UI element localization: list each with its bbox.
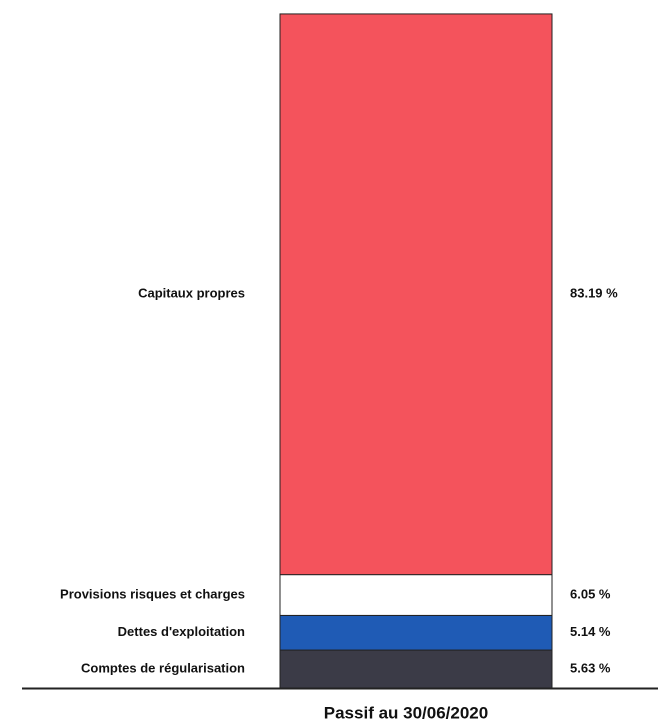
x-label: Passif au 30/06/2020 <box>324 703 488 722</box>
legend-label: Provisions risques et charges <box>60 586 245 601</box>
bar-segment <box>279 574 553 616</box>
value-label: 83.19 % <box>570 286 618 301</box>
legend-label: Dettes d'exploitation <box>118 624 245 639</box>
value-label: 6.05 % <box>570 586 611 601</box>
value-label: 5.63 % <box>570 660 611 675</box>
bar-segment <box>279 13 553 576</box>
bar-segment <box>279 649 553 689</box>
legend-label: Capitaux propres <box>138 286 245 301</box>
bar-segment <box>279 614 553 651</box>
legend-label: Comptes de régularisation <box>81 660 245 675</box>
value-label: 5.14 % <box>570 624 611 639</box>
